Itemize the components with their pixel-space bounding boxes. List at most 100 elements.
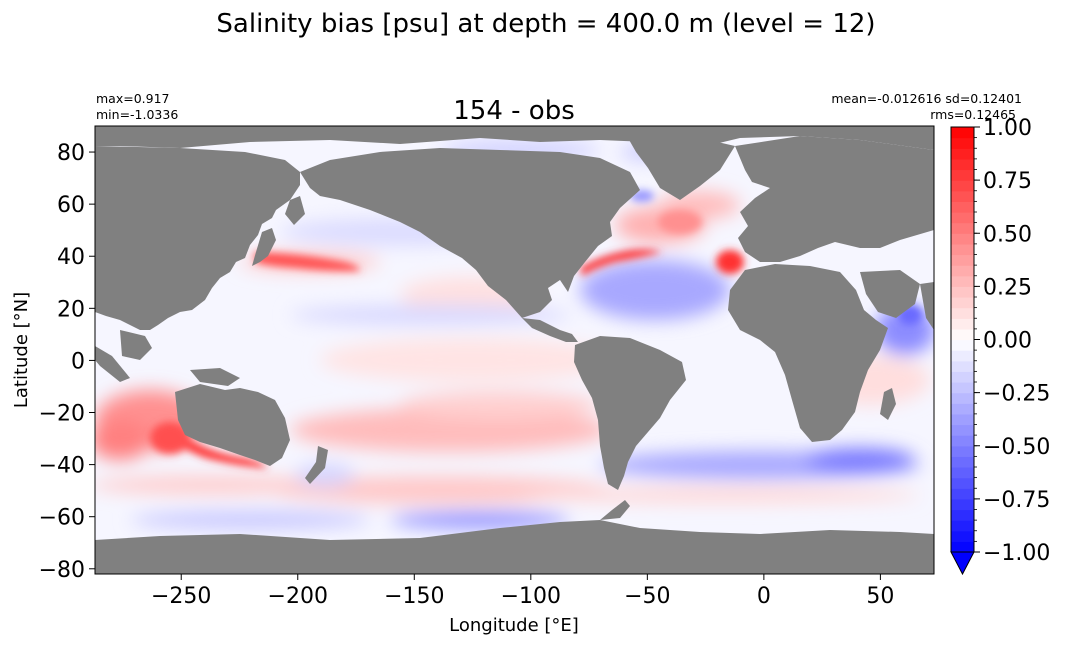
colorbar-segment xyxy=(951,201,974,213)
field-patch xyxy=(805,448,915,472)
kuroshio-hotspot xyxy=(255,252,360,272)
gulfstream-hotspot xyxy=(580,249,662,276)
land-kamchatka xyxy=(285,196,305,225)
field-patch xyxy=(580,260,730,320)
field-patch xyxy=(95,420,150,460)
x-tick-label: −200 xyxy=(268,584,328,609)
colorbar-segment xyxy=(951,275,974,287)
land-borneo xyxy=(120,330,152,360)
colorbar-tick-label: −0.25 xyxy=(983,382,1050,407)
colorbar-segment xyxy=(951,286,974,298)
colorbar-segment xyxy=(951,307,974,319)
colorbar-segment xyxy=(951,169,974,181)
colorbar-tick-label: 0.75 xyxy=(983,169,1032,194)
stat-min: min=-1.0336 xyxy=(96,107,178,122)
land-new-zealand xyxy=(305,446,328,484)
land-madagascar xyxy=(880,388,896,420)
x-tick-label: −50 xyxy=(624,584,670,609)
colorbar-segment xyxy=(951,403,974,415)
map-plot-area xyxy=(95,126,934,574)
x-axis: −250 −200 −150 −100 −50 0 50 xyxy=(151,574,894,609)
colorbar-extend-min xyxy=(950,551,975,576)
colorbar-segment xyxy=(951,382,974,394)
colorbar-segment xyxy=(951,158,974,171)
y-tick-label: 40 xyxy=(57,245,85,270)
mediterranean-hotspot xyxy=(716,250,744,274)
land-india xyxy=(920,282,934,330)
colorbar-segment xyxy=(951,456,974,468)
field-patch xyxy=(320,338,620,382)
colorbar-segment xyxy=(951,254,974,266)
axes-title: 154 - obs xyxy=(453,96,575,126)
colorbar-segment xyxy=(951,127,974,139)
colorbar-segment xyxy=(951,318,974,330)
stat-rms: rms=0.12465 xyxy=(930,107,1016,122)
field-patch xyxy=(270,476,610,504)
land-africa xyxy=(728,264,888,442)
colorbar-segment xyxy=(951,297,974,309)
colorbar-segment xyxy=(951,530,974,542)
colorbar-segment xyxy=(951,435,974,447)
stat-mean-sd: mean=-0.012616 sd=0.12401 xyxy=(831,91,1022,106)
axes-frame xyxy=(94,125,935,575)
land-eurasia-east xyxy=(95,146,300,330)
colorbar-tick-label: 0.00 xyxy=(983,329,1032,354)
colorbar-segment xyxy=(951,243,974,256)
land-japan xyxy=(252,228,276,266)
x-tick-label: 0 xyxy=(757,584,771,609)
y-tick-label: −60 xyxy=(39,506,85,531)
south-australia-hotspot xyxy=(170,430,268,468)
colorbar-segment xyxy=(951,265,974,277)
stat-max: max=0.917 xyxy=(96,91,170,106)
y-tick-label: 20 xyxy=(57,297,85,322)
colorbar-segment xyxy=(951,137,974,149)
colorbar-segment xyxy=(951,413,974,426)
x-tick-label: −250 xyxy=(151,584,211,609)
field-patch xyxy=(95,476,330,494)
colorbar-segment xyxy=(951,509,974,521)
land-arctic xyxy=(95,126,934,150)
colorbar-segment xyxy=(951,392,974,404)
land-north-america xyxy=(300,148,640,318)
y-axis: 80 60 40 20 0 −20 −40 −60 −80 xyxy=(39,141,95,583)
southeast-indian-hotspot xyxy=(150,422,190,454)
colorbar-segment xyxy=(951,180,974,192)
land-new-guinea xyxy=(190,368,240,386)
colorbar-segment xyxy=(951,467,974,479)
figure-suptitle: Salinity bias [psu] at depth = 400.0 m (… xyxy=(216,9,875,39)
colorbar-segment xyxy=(951,339,974,351)
bias-hotspots xyxy=(150,190,922,468)
land-central-america xyxy=(522,318,578,342)
land-south-america xyxy=(574,336,686,490)
colorbar-segment xyxy=(951,371,974,383)
bias-field xyxy=(95,140,934,529)
land-australia xyxy=(175,384,290,466)
land-europe xyxy=(735,136,934,262)
field-patch xyxy=(290,408,610,452)
y-tick-label: 80 xyxy=(57,141,85,166)
colorbar-segment xyxy=(951,445,974,457)
y-axis-label: Latitude [°N] xyxy=(11,292,32,408)
land-sumatra xyxy=(95,346,130,382)
north-atlantic-warm xyxy=(658,210,702,234)
colorbar-segment xyxy=(951,541,974,553)
colorbar-segment xyxy=(951,520,974,532)
field-patch xyxy=(290,305,570,325)
colorbar-tick-label: 0.25 xyxy=(983,275,1032,300)
x-tick-label: −150 xyxy=(384,584,444,609)
y-tick-label: 0 xyxy=(71,349,85,374)
colorbar-segment xyxy=(951,212,974,224)
land-arabia xyxy=(860,270,920,318)
colorbar-tick-label: 1.00 xyxy=(983,116,1032,141)
land-antarctic-peninsula xyxy=(600,500,630,520)
colorbar-segment xyxy=(951,148,974,160)
colorbar-segment xyxy=(951,488,974,500)
colorbar-segment xyxy=(951,233,974,245)
colorbar-segment xyxy=(951,222,974,234)
colorbar-segment xyxy=(951,498,974,511)
colorbar-segment xyxy=(951,424,974,436)
x-tick-label: 50 xyxy=(866,584,894,609)
colorbar-segment xyxy=(951,190,974,202)
colorbar-tick-label: −0.75 xyxy=(983,488,1050,513)
